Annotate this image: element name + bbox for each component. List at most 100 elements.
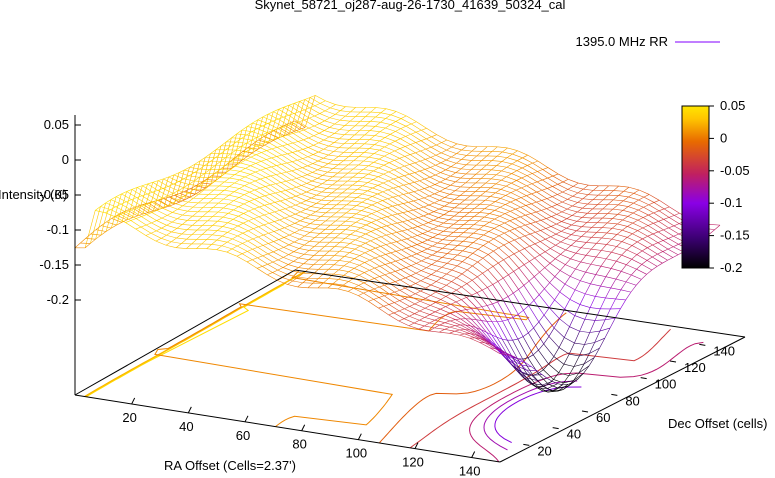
mesh-segment <box>423 213 429 217</box>
mesh-segment <box>364 250 371 254</box>
mesh-segment <box>207 216 214 222</box>
mesh-segment <box>231 163 238 169</box>
mesh-segment <box>443 211 450 215</box>
mesh-segment <box>257 257 268 265</box>
mesh-segment <box>611 246 617 253</box>
mesh-segment <box>642 235 648 240</box>
mesh-segment <box>176 224 183 229</box>
mesh-segment <box>351 197 358 202</box>
mesh-segment <box>510 355 516 358</box>
mesh-segment <box>369 278 375 281</box>
colorbar-tick-label: -0.05 <box>720 163 750 178</box>
mesh-segment <box>553 327 565 338</box>
mesh-segment <box>393 310 400 314</box>
mesh-segment <box>243 213 254 219</box>
mesh-segment <box>388 171 400 178</box>
mesh-segment <box>267 251 274 255</box>
mesh-segment <box>462 261 473 267</box>
mesh-segment <box>521 371 528 379</box>
mesh-segment <box>668 215 675 218</box>
mesh-segment <box>672 254 679 258</box>
mesh-segment <box>329 127 340 130</box>
mesh-segment <box>262 132 268 136</box>
mesh-segment <box>526 369 532 376</box>
mesh-segment <box>435 172 441 176</box>
mesh-segment <box>570 240 577 246</box>
mesh-segment <box>329 133 335 138</box>
mesh-segment <box>658 229 664 233</box>
mesh-segment <box>261 150 267 153</box>
mesh-segment <box>555 244 566 251</box>
mesh-segment <box>237 235 248 242</box>
mesh-segment <box>245 156 252 161</box>
mesh-segment <box>450 320 461 326</box>
mesh-segment <box>252 238 264 246</box>
mesh-segment <box>145 232 152 236</box>
mesh-segment <box>369 257 376 261</box>
mesh-segment <box>662 260 668 264</box>
mesh-segment <box>498 232 505 237</box>
mesh-segment <box>224 181 235 184</box>
mesh-segment <box>391 233 402 241</box>
mesh-segment <box>420 280 432 286</box>
mesh-segment <box>561 221 572 226</box>
mesh-segment <box>311 189 322 193</box>
mesh-segment <box>346 212 357 215</box>
mesh-segment <box>439 191 450 195</box>
mesh-segment <box>356 193 363 198</box>
mesh-segment <box>584 342 595 345</box>
mesh-segment <box>410 285 421 292</box>
mesh-segment <box>510 189 517 193</box>
mesh-segment <box>491 146 498 152</box>
mesh-segment <box>376 211 388 217</box>
mesh-segment <box>484 196 491 201</box>
mesh-segment <box>637 230 648 237</box>
mesh-segment <box>529 261 540 273</box>
mesh-segment <box>304 97 311 100</box>
mesh-segment <box>469 208 475 213</box>
mesh-segment <box>155 240 167 246</box>
mesh-segment <box>372 196 383 201</box>
mesh-segment <box>572 192 579 197</box>
mesh-segment <box>545 226 552 229</box>
mesh-segment <box>392 196 404 204</box>
mesh-segment <box>553 318 560 329</box>
mesh-segment <box>270 192 276 195</box>
mesh-segment <box>513 250 520 255</box>
mesh-segment <box>642 227 654 235</box>
mesh-segment <box>509 220 521 228</box>
mesh-segment <box>178 178 185 182</box>
mesh-segment <box>152 180 159 183</box>
mesh-segment <box>236 129 243 135</box>
mesh-segment <box>409 306 420 312</box>
mesh-segment <box>461 149 472 152</box>
mesh-segment <box>260 169 271 177</box>
mesh-segment <box>470 329 476 333</box>
mesh-segment <box>163 205 170 209</box>
mesh-segment <box>199 157 206 162</box>
mesh-segment <box>412 218 424 226</box>
mesh-segment <box>668 235 674 239</box>
mesh-segment <box>553 356 565 365</box>
mesh-segment <box>612 208 624 211</box>
mesh-segment <box>260 168 267 171</box>
mesh-segment <box>449 199 455 204</box>
mesh-segment <box>376 227 382 230</box>
mesh-segment <box>262 245 274 253</box>
mesh-segment <box>259 197 270 205</box>
mesh-segment <box>540 228 546 231</box>
mesh-segment <box>272 261 284 268</box>
mesh-segment <box>229 169 241 172</box>
mesh-segment <box>242 232 254 240</box>
mesh-segment <box>486 332 497 347</box>
mesh-segment <box>499 222 505 226</box>
mesh-segment <box>602 227 613 229</box>
mesh-segment <box>142 212 149 215</box>
mesh-segment <box>590 283 601 287</box>
mesh-segment <box>307 273 314 279</box>
mesh-segment <box>399 156 405 159</box>
mesh-segment <box>404 165 415 173</box>
mesh-segment <box>362 182 369 187</box>
z-tick-label: -0.15 <box>39 257 69 272</box>
mesh-segment <box>399 165 405 169</box>
